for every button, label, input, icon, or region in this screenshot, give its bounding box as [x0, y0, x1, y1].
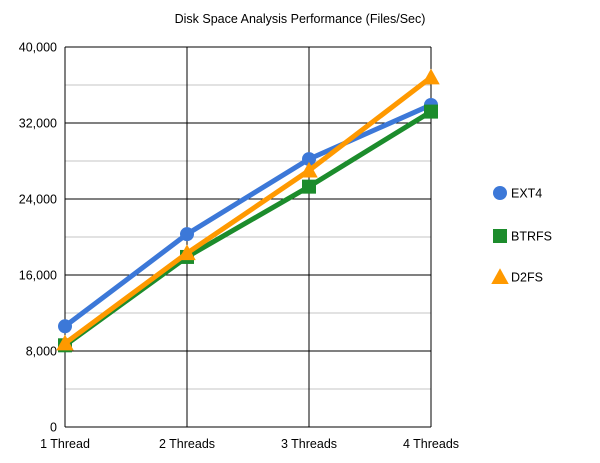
data-point: [302, 152, 316, 167]
legend: EXT4 BTRFS D2FS: [491, 186, 552, 285]
data-point: [300, 161, 318, 178]
legend-marker: [493, 229, 507, 243]
data-point: [58, 319, 72, 334]
legend-label: EXT4: [511, 187, 542, 201]
legend-item-ext4: EXT4: [493, 186, 542, 201]
gridlines: [64, 46, 432, 428]
x-tick-label: 2 Threads: [159, 437, 215, 451]
legend-item-d2fs: D2FS: [491, 268, 543, 285]
legend-item-btrfs: BTRFS: [493, 229, 552, 244]
y-tick-label: 24,000: [19, 193, 57, 207]
series-line: [62, 109, 434, 348]
series-ext4: [58, 97, 438, 334]
chart-title: Disk Space Analysis Performance (Files/S…: [175, 12, 426, 26]
y-tick-label: 0: [50, 421, 57, 435]
series-d2fs: [56, 68, 440, 351]
data-point: [56, 334, 74, 351]
legend-marker: [493, 186, 507, 200]
data-point: [302, 179, 316, 194]
data-point: [424, 104, 438, 119]
data-point: [180, 227, 194, 242]
x-tick-label: 1 Thread: [40, 437, 90, 451]
legend-label: BTRFS: [511, 230, 552, 244]
data-point: [178, 244, 196, 261]
y-tick-label: 32,000: [19, 117, 57, 131]
series-btrfs: [58, 104, 438, 353]
data-point: [422, 68, 440, 85]
y-tick-label: 8,000: [26, 345, 57, 359]
legend-label: D2FS: [511, 271, 543, 285]
x-axis-ticks: 1 Thread 2 Threads 3 Threads 4 Threads: [40, 437, 459, 451]
series-group: [56, 68, 440, 353]
y-tick-label: 40,000: [19, 41, 57, 55]
x-tick-label: 4 Threads: [403, 437, 459, 451]
legend-marker: [491, 268, 509, 284]
series-line: [62, 74, 434, 346]
y-axis-ticks: 0 8,000 16,000 24,000 32,000 40,000: [19, 41, 57, 435]
y-tick-label: 16,000: [19, 269, 57, 283]
series-line: [62, 102, 434, 329]
x-tick-label: 3 Threads: [281, 437, 337, 451]
